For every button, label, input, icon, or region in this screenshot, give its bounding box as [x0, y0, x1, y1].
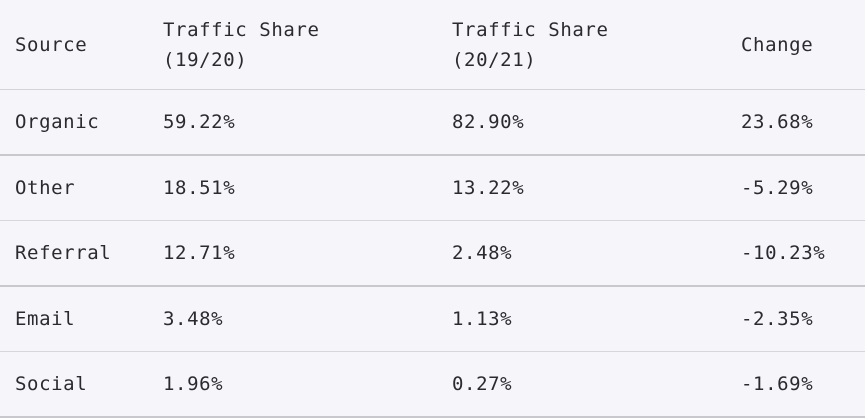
- table-row: Social 1.96% 0.27% -1.69%: [0, 351, 865, 418]
- header-source: Source: [0, 0, 148, 90]
- header-traffic-share-1920: Traffic Share (19/20): [148, 0, 437, 90]
- header-traffic-share-1920-label: Traffic Share: [163, 18, 320, 41]
- cell-share-2021: 0.27%: [437, 351, 726, 418]
- table-row: Other 18.51% 13.22% -5.29%: [0, 155, 865, 221]
- table-row: Organic 59.22% 82.90% 23.68%: [0, 89, 865, 156]
- table-row: Email 3.48% 1.13% -2.35%: [0, 286, 865, 352]
- table-header: Source Traffic Share (19/20) Traffic Sha…: [0, 0, 865, 90]
- cell-share-1920: 59.22%: [148, 89, 437, 156]
- cell-share-2021: 2.48%: [437, 220, 726, 287]
- cell-share-2021: 82.90%: [437, 89, 726, 156]
- header-traffic-share-1920-period: (19/20): [163, 48, 248, 71]
- cell-source: Organic: [0, 89, 148, 156]
- header-traffic-share-2021: Traffic Share (20/21): [437, 0, 726, 90]
- header-change: Change: [726, 0, 865, 90]
- cell-source: Social: [0, 351, 148, 418]
- cell-share-1920: 18.51%: [148, 155, 437, 221]
- cell-change: -10.23%: [726, 220, 865, 287]
- table-body: Organic 59.22% 82.90% 23.68% Other 18.51…: [0, 89, 865, 418]
- cell-source: Referral: [0, 220, 148, 287]
- cell-change: -2.35%: [726, 286, 865, 352]
- cell-source: Other: [0, 155, 148, 221]
- cell-change: -1.69%: [726, 351, 865, 418]
- cell-source: Email: [0, 286, 148, 352]
- cell-share-1920: 1.96%: [148, 351, 437, 418]
- cell-share-1920: 12.71%: [148, 220, 437, 287]
- cell-change: -5.29%: [726, 155, 865, 221]
- cell-share-2021: 13.22%: [437, 155, 726, 221]
- cell-change: 23.68%: [726, 89, 865, 156]
- header-traffic-share-2021-period: (20/21): [452, 48, 537, 71]
- cell-share-1920: 3.48%: [148, 286, 437, 352]
- header-traffic-share-2021-label: Traffic Share: [452, 18, 609, 41]
- header-row: Source Traffic Share (19/20) Traffic Sha…: [0, 0, 865, 90]
- cell-share-2021: 1.13%: [437, 286, 726, 352]
- table-row: Referral 12.71% 2.48% -10.23%: [0, 220, 865, 287]
